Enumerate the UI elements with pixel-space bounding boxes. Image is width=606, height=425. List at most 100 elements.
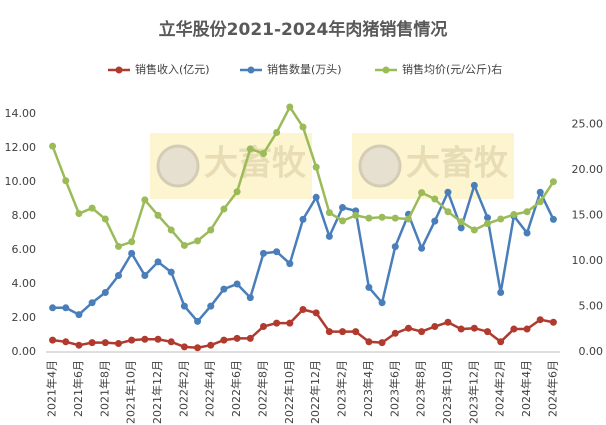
data-point — [523, 229, 531, 237]
x-tick-label: 2023年10月 — [440, 360, 454, 424]
data-point — [536, 316, 544, 324]
legend-marker — [382, 66, 390, 74]
data-point — [62, 304, 70, 312]
data-point — [484, 220, 492, 228]
y-tick-label: 6.00 — [12, 243, 37, 256]
x-tick-label: 2023年12月 — [466, 360, 480, 424]
data-point — [431, 217, 439, 225]
data-point — [325, 209, 333, 217]
data-point — [114, 242, 122, 250]
data-point — [233, 334, 241, 342]
data-point — [549, 318, 557, 326]
watermark: 大畜牧 — [406, 144, 509, 184]
data-point — [220, 205, 228, 213]
legend-label: 销售均价(元/公斤)右 — [402, 62, 502, 76]
y-tick-label: 2.00 — [12, 311, 37, 324]
data-point — [536, 198, 544, 206]
data-point — [484, 214, 492, 222]
data-point — [286, 319, 294, 327]
y-tick-label: 10.00 — [5, 175, 37, 188]
x-tick-label: 2021年6月 — [71, 360, 85, 417]
x-tick-label: 2021年8月 — [97, 360, 111, 417]
legend-marker — [247, 66, 255, 74]
data-point — [457, 218, 465, 226]
data-point — [418, 244, 426, 252]
data-point — [194, 237, 202, 245]
data-point — [470, 324, 478, 332]
data-point — [312, 309, 320, 317]
x-tick-label: 2022年8月 — [255, 360, 269, 417]
data-point — [470, 226, 478, 234]
data-point — [167, 226, 175, 234]
y2-tick-label: 5.00 — [579, 299, 604, 312]
data-point — [207, 302, 215, 310]
y2-tick-label: 10.00 — [572, 254, 604, 267]
x-tick-label: 2023年8月 — [414, 360, 428, 417]
data-point — [391, 214, 399, 222]
data-point — [404, 324, 412, 332]
data-point — [470, 181, 478, 189]
data-point — [194, 344, 202, 352]
data-point — [365, 214, 373, 222]
y2-tick-label: 0.00 — [579, 345, 604, 358]
data-point — [88, 204, 96, 212]
data-point — [378, 339, 386, 347]
data-point — [378, 299, 386, 307]
data-point — [128, 336, 136, 344]
data-point — [114, 340, 122, 347]
data-point — [233, 280, 241, 288]
watermark-icon — [358, 144, 402, 188]
y-tick-label: 12.00 — [5, 141, 37, 154]
series-line — [52, 181, 555, 324]
watermark-icon — [156, 144, 200, 188]
data-point — [418, 328, 426, 336]
data-point — [207, 226, 215, 234]
data-point — [510, 210, 518, 218]
data-point — [352, 211, 360, 219]
data-point — [497, 289, 505, 296]
data-point — [233, 188, 241, 196]
y2-tick-label: 25.00 — [572, 117, 604, 130]
data-point — [299, 306, 307, 313]
data-point — [180, 241, 188, 249]
data-point — [339, 328, 347, 336]
data-point — [154, 335, 162, 343]
data-point — [497, 215, 505, 223]
data-point — [444, 208, 452, 216]
data-point — [549, 215, 557, 223]
data-point — [259, 249, 267, 257]
data-point — [246, 334, 254, 342]
data-point — [457, 224, 465, 232]
data-point — [444, 318, 452, 326]
x-tick-label: 2023年4月 — [361, 360, 375, 417]
data-point — [404, 215, 412, 223]
data-point — [49, 336, 57, 344]
legend-label: 销售数量(万头) — [267, 62, 342, 76]
data-point — [49, 142, 57, 150]
data-point — [62, 177, 70, 185]
data-point — [167, 268, 175, 276]
data-point — [141, 335, 149, 343]
data-point — [194, 317, 202, 325]
data-point — [207, 341, 215, 349]
data-point — [88, 299, 96, 307]
data-point — [273, 129, 281, 137]
data-point — [286, 103, 294, 111]
y2-tick-label: 20.00 — [572, 163, 604, 176]
x-tick-label: 2023年2月 — [335, 360, 349, 417]
data-point — [365, 283, 373, 291]
data-point — [88, 339, 96, 347]
data-point — [180, 343, 188, 351]
data-point — [75, 210, 83, 218]
data-point — [523, 325, 531, 333]
data-point — [75, 311, 83, 319]
y-tick-label: 4.00 — [12, 277, 37, 290]
data-point — [418, 189, 426, 197]
data-point — [259, 149, 267, 157]
data-point — [101, 215, 109, 223]
data-point — [312, 163, 320, 171]
data-point — [62, 338, 70, 346]
data-point — [299, 215, 307, 223]
data-point — [431, 323, 439, 330]
data-point — [101, 339, 109, 347]
